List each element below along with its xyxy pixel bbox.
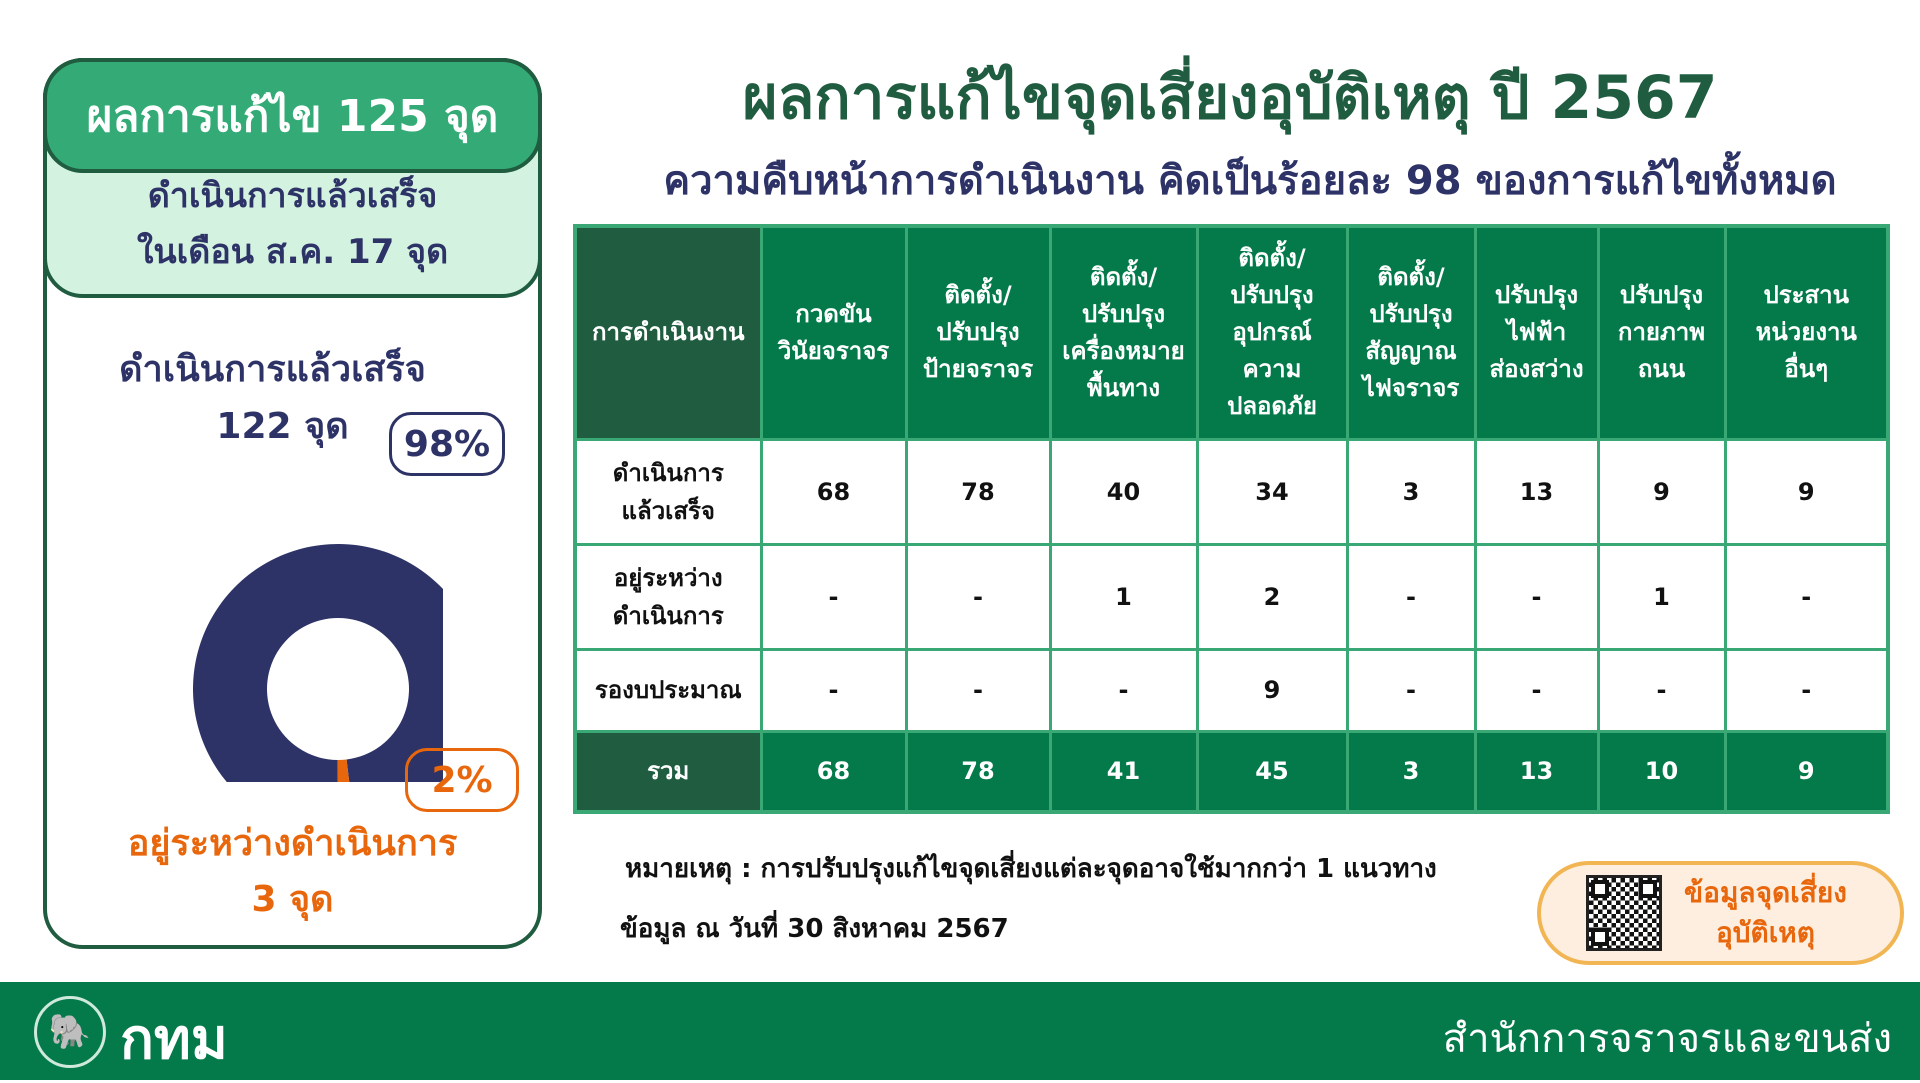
qr-label-line-2: อุบัติเหตุ xyxy=(1715,916,1815,949)
column-header: ปรับปรุง กายภาพ ถนน xyxy=(1596,224,1727,441)
column-header: ติดตั้ง/ ปรับปรุง ป้ายจราจร xyxy=(904,224,1052,441)
footnote: หมายเหตุ : การปรับปรุงแก้ไขจุดเสี่ยงแต่ล… xyxy=(625,854,1437,884)
table-cell: - xyxy=(1723,647,1890,733)
table-cell: 34 xyxy=(1195,437,1349,546)
donut-slice-completed xyxy=(193,544,443,782)
table-cell: - xyxy=(904,542,1052,651)
results-table: การดำเนินงาน กวดขัน วินัยจราจร ติดตั้ง/ ปร… xyxy=(573,224,1890,814)
table-cell: 3 xyxy=(1345,729,1477,814)
table-cell: 1 xyxy=(1596,542,1727,651)
bma-logo: กทม xyxy=(120,1007,228,1072)
column-header: ติดตั้ง/ ปรับปรุง เครื่องหมาย พื้นทาง xyxy=(1048,224,1199,441)
page-subtitle: ความคืบหน้าการดำเนินงาน คิดเป็นร้อยละ 98… xyxy=(663,158,1837,204)
table-row: ดำเนินการ แล้วเสร็จ 68 78 40 34 3 13 9 9 xyxy=(573,437,1890,546)
table-cell: 68 xyxy=(759,437,908,546)
bangkok-seal-icon: 🐘 xyxy=(34,996,106,1068)
row-label: ดำเนินการ แล้วเสร็จ xyxy=(573,437,763,546)
done-percent-bubble: 98% xyxy=(389,412,505,476)
table-cell: - xyxy=(1723,542,1890,651)
table-cell: 2 xyxy=(1195,542,1349,651)
table-cell: 40 xyxy=(1048,437,1199,546)
table-cell: - xyxy=(904,647,1052,733)
table-cell: - xyxy=(759,542,908,651)
column-header-operation: การดำเนินงาน xyxy=(573,224,763,441)
table-cell: - xyxy=(1345,647,1477,733)
column-header: ปรับปรุง ไฟฟ้า ส่องสว่าง xyxy=(1473,224,1600,441)
table-cell: 9 xyxy=(1195,647,1349,733)
table-cell: 78 xyxy=(904,437,1052,546)
column-header: ติดตั้ง/ ปรับปรุง สัญญาณ ไฟจราจร xyxy=(1345,224,1477,441)
table-cell: 13 xyxy=(1473,729,1600,814)
done-count: 122 จุด xyxy=(216,406,349,447)
table-cell: 41 xyxy=(1048,729,1199,814)
summary-card: ดำเนินการแล้วเสร็จ ในเดือน ส.ค. 17 จุด ผ… xyxy=(43,58,542,949)
table-cell: 10 xyxy=(1596,729,1727,814)
column-header: กวดขัน วินัยจราจร xyxy=(759,224,908,441)
table-cell: - xyxy=(1048,647,1199,733)
row-label: อยู่ระหว่าง ดำเนินการ xyxy=(573,542,763,651)
monthly-line-2: ในเดือน ส.ค. 17 จุด xyxy=(136,232,449,272)
column-header: ติดตั้ง/ ปรับปรุง อุปกรณ์ ความ ปลอดภัย xyxy=(1195,224,1349,441)
data-date: ข้อมูล ณ วันที่ 30 สิงหาคม 2567 xyxy=(620,914,1009,944)
table-cell: 45 xyxy=(1195,729,1349,814)
table-cell: 68 xyxy=(759,729,908,814)
table-cell: - xyxy=(759,647,908,733)
progress-percent-bubble: 2% xyxy=(405,748,519,812)
table-cell: 9 xyxy=(1723,729,1890,814)
table-cell: 9 xyxy=(1723,437,1890,546)
risk-data-qr-button[interactable]: ข้อมูลจุดเสี่ยง อุบัติเหตุ xyxy=(1537,861,1904,965)
done-label: ดำเนินการแล้วเสร็จ xyxy=(119,349,426,390)
in-progress-count: 3 จุด xyxy=(251,879,334,920)
table-cell: 13 xyxy=(1473,437,1600,546)
table-header-row: การดำเนินงาน กวดขัน วินัยจราจร ติดตั้ง/ ปร… xyxy=(573,224,1890,441)
total-row: รวม 68 78 41 45 3 13 10 9 xyxy=(573,729,1890,814)
table-cell: 78 xyxy=(904,729,1052,814)
table-cell: - xyxy=(1473,542,1600,651)
footer-bar: 🐘 กทม สำนักการจราจรและขนส่ง xyxy=(0,982,1920,1080)
table-cell: 3 xyxy=(1345,437,1477,546)
table-row: อยู่ระหว่าง ดำเนินการ - -1 2- -1- xyxy=(573,542,1890,651)
donut-slice-in-progress xyxy=(337,759,350,782)
department-name: สำนักการจราจรและขนส่ง xyxy=(1442,1016,1892,1062)
table-cell: 1 xyxy=(1048,542,1199,651)
qr-code-icon xyxy=(1586,875,1662,951)
qr-label-line-1: ข้อมูลจุดเสี่ยง xyxy=(1684,876,1847,909)
row-label: รวม xyxy=(573,729,763,814)
row-label: รองบประมาณ xyxy=(573,647,763,733)
progress-donut-chart xyxy=(193,544,443,782)
column-header: ประสาน หน่วยงาน อื่นๆ xyxy=(1723,224,1890,441)
page-title: ผลการแก้ไขจุดเสี่ยงอุบัติเหตุ ปี 2567 xyxy=(742,63,1718,133)
table-cell: - xyxy=(1345,542,1477,651)
summary-headline: ผลการแก้ไข 125 จุด xyxy=(43,58,542,173)
table-cell: 9 xyxy=(1596,437,1727,546)
in-progress-label: อยู่ระหว่างดำเนินการ xyxy=(127,823,458,864)
table-cell: - xyxy=(1473,647,1600,733)
monthly-line-1: ดำเนินการแล้วเสร็จ xyxy=(147,176,438,216)
table-cell: - xyxy=(1596,647,1727,733)
table-row: รองบประมาณ - - -9- - - - xyxy=(573,647,1890,733)
